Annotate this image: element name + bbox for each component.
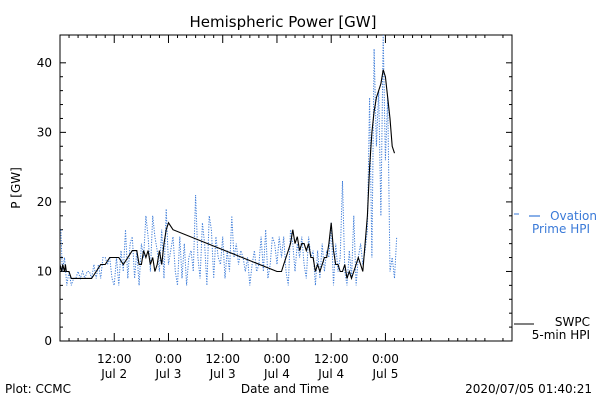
- y-axis: 0 10 20 30 40: [37, 56, 512, 348]
- x-tick-date-label: Jul 4: [317, 367, 344, 381]
- plot-area: [59, 34, 513, 342]
- y-tick-label: 10: [37, 264, 52, 278]
- legend-ovation-line1: Ovation: [550, 209, 597, 223]
- x-tick-time-label: 0:00: [372, 352, 399, 366]
- x-tick-time-label: 12:00: [97, 352, 132, 366]
- y-tick-label: 30: [37, 125, 52, 139]
- x-tick-time-label: 0:00: [155, 352, 182, 366]
- x-tick-date-label: Jul 3: [155, 367, 182, 381]
- x-tick-date-label: Jul 3: [209, 367, 236, 381]
- y-tick-label: 20: [37, 195, 52, 209]
- x-tick-time-label: 0:00: [263, 352, 290, 366]
- legend: Ovation Prime HPI SWPC 5-min HPI: [514, 209, 597, 342]
- legend-swpc-line2: 5-min HPI: [532, 328, 590, 342]
- y-axis-label: P [GW]: [9, 167, 23, 209]
- series-group: [59, 34, 398, 286]
- y-tick-label: 40: [37, 56, 52, 70]
- legend-ovation-line2: Prime HPI: [532, 222, 590, 236]
- x-axis-label: Date and Time: [241, 382, 329, 396]
- x-tick-date-label: Jul 5: [371, 367, 398, 381]
- x-tick-time-label: 12:00: [205, 352, 240, 366]
- series-swpc-line: [59, 69, 396, 281]
- legend-swpc-line1: SWPC: [555, 315, 590, 329]
- x-tick-date-label: Jul 4: [263, 367, 290, 381]
- plot-timestamp: 2020/07/05 01:40:21: [465, 382, 592, 396]
- x-tick-time-label: 12:00: [314, 352, 349, 366]
- chart-title: Hemispheric Power [GW]: [190, 13, 377, 31]
- y-tick-label: 0: [44, 334, 52, 348]
- x-tick-date-label: Jul 2: [100, 367, 127, 381]
- plot-frame: [59, 34, 513, 342]
- plot-credit: Plot: CCMC: [5, 382, 71, 396]
- series-ovation-prime-line: [60, 34, 398, 286]
